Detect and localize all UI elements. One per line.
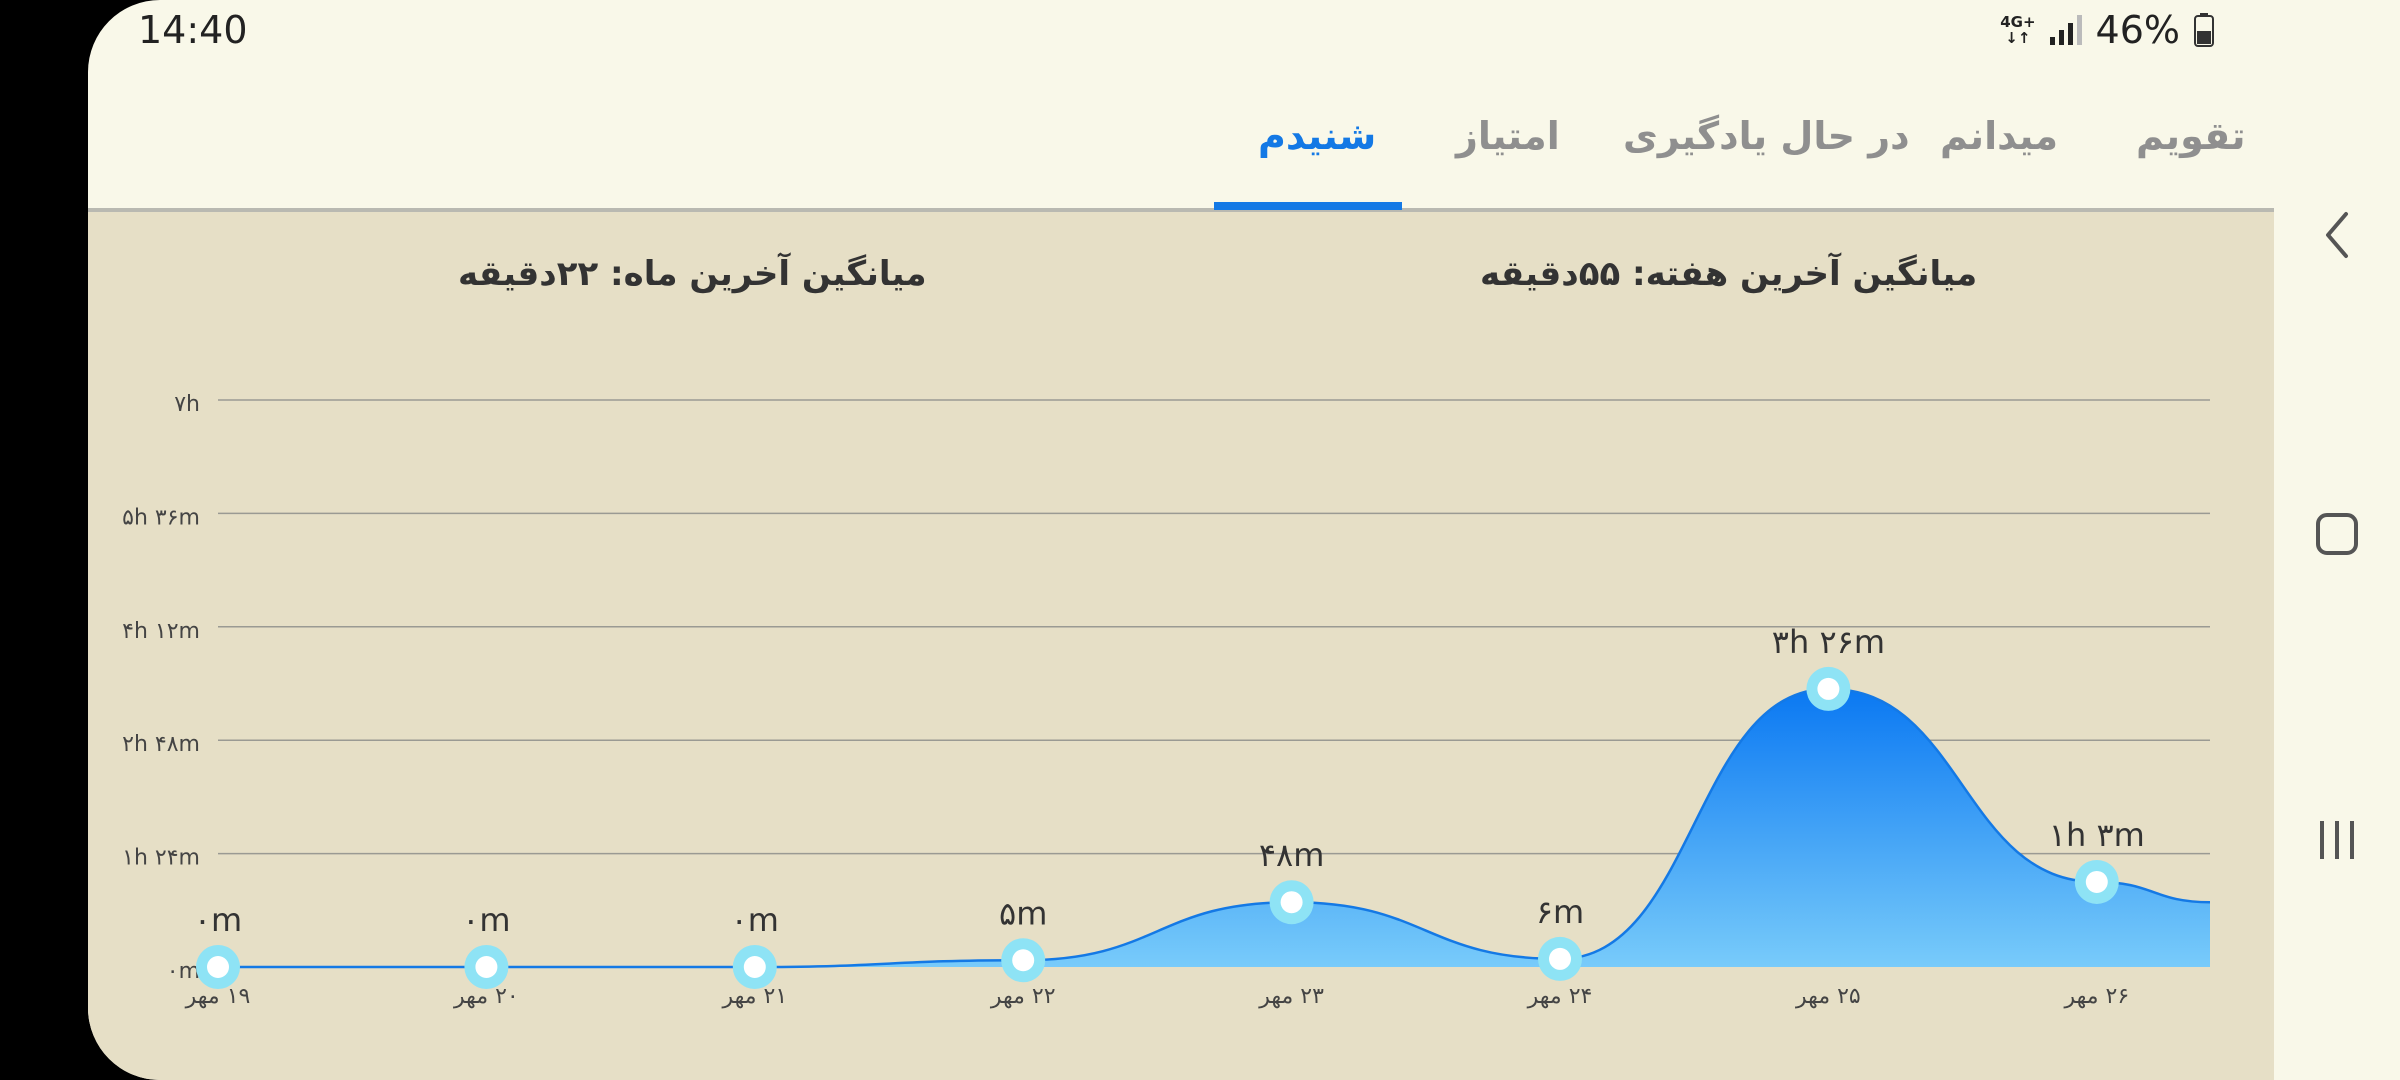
x-tick-label: ۲۶ مهر — [2063, 984, 2129, 1009]
data-point-center — [1549, 947, 1571, 970]
data-label: ۰m — [194, 901, 242, 939]
back-button[interactable] — [2274, 210, 2400, 260]
data-point-center — [2085, 870, 2108, 893]
data-label: ۴۸m — [1259, 836, 1325, 874]
data-point-center — [1817, 677, 1840, 700]
data-label: ۱h ۳m — [2049, 816, 2145, 854]
network-icon: 4G+ ↓↑ — [2000, 13, 2036, 47]
tab-heard[interactable]: شنیدم — [1258, 114, 1377, 158]
stats-panel: میانگین آخرین هفته: ۵۵دقیقه میانگین آخری… — [88, 212, 2274, 1080]
data-label: ۳h ۲۶m — [1772, 623, 1885, 661]
y-tick-label: ۲h ۴۸m — [122, 732, 200, 757]
week-average: میانگین آخرین هفته: ۵۵دقیقه — [1480, 254, 1978, 294]
x-tick-label: ۲۵ مهر — [1795, 984, 1861, 1009]
signal-icon — [2049, 15, 2082, 45]
tab-divider — [88, 208, 2274, 212]
data-point-center — [475, 956, 498, 978]
x-tick-label: ۲۳ مهر — [1258, 984, 1324, 1009]
recents-icon — [2320, 821, 2354, 859]
app-window: 14:40 4G+ ↓↑ 46% تقویم میدانم در حال یاد… — [88, 0, 2274, 1080]
data-point-center — [743, 956, 766, 978]
data-point-center — [1012, 949, 1035, 972]
x-tick-label: ۲۲ مهر — [990, 984, 1056, 1009]
area-fill — [218, 688, 2210, 967]
tab-bar: تقویم میدانم در حال یادگیری امتیاز شنیدم — [88, 100, 2274, 210]
tab-calendar[interactable]: تقویم — [2136, 114, 2246, 158]
data-point-center — [1280, 891, 1303, 914]
network-label: 4G+ — [2000, 13, 2036, 31]
home-button[interactable] — [2274, 512, 2400, 556]
status-time: 14:40 — [138, 8, 248, 52]
tab-score[interactable]: امتیاز — [1456, 114, 1560, 158]
status-icons: 4G+ ↓↑ 46% — [2000, 8, 2214, 52]
navigation-bar — [2274, 0, 2400, 1080]
x-tick-label: ۲۰ مهر — [453, 984, 519, 1009]
y-tick-label: ۷h — [174, 392, 200, 417]
series-line — [218, 687, 2211, 969]
battery-percent: 46% — [2095, 8, 2180, 52]
data-label: ۰m — [731, 901, 779, 939]
x-tick-label: ۱۹ مهر — [185, 984, 251, 1009]
x-tick-label: ۲۱ مهر — [721, 984, 787, 1009]
back-icon — [2326, 212, 2348, 258]
y-tick-label: ۰m — [167, 959, 200, 984]
data-point-center — [207, 956, 229, 978]
x-tick-label: ۲۴ مهر — [1527, 984, 1593, 1009]
recents-button[interactable] — [2274, 818, 2400, 862]
battery-icon — [2194, 13, 2214, 47]
active-tab-indicator — [1214, 202, 1402, 210]
tab-known[interactable]: میدانم — [1940, 114, 2059, 158]
y-tick-label: ۴h ۱۲m — [122, 619, 200, 644]
month-average: میانگین آخرین ماه: ۲۲دقیقه — [458, 254, 927, 294]
data-label: ۶m — [1536, 893, 1584, 931]
data-label: ۰m — [462, 901, 510, 939]
y-tick-label: ۵h ۳۶m — [122, 505, 200, 530]
home-icon — [2316, 513, 2358, 555]
data-label: ۵m — [999, 894, 1047, 932]
tab-learning[interactable]: در حال یادگیری — [1623, 114, 1910, 158]
y-tick-label: ۱h ۲۴m — [122, 846, 200, 871]
